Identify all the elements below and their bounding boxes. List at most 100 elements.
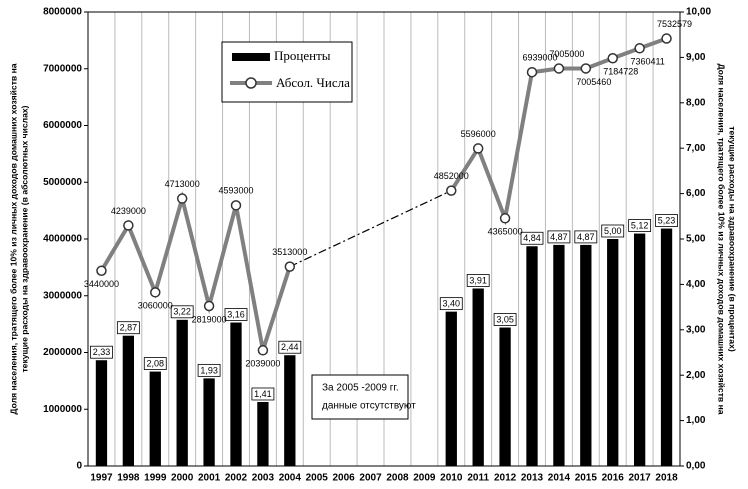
bar <box>660 228 673 466</box>
line-marker <box>553 63 565 74</box>
value-label: 3060000 <box>138 301 173 311</box>
bar <box>526 246 538 466</box>
x-tick-label: 2004 <box>279 473 302 484</box>
line-marker <box>96 265 107 277</box>
y-tick-label: 7000000 <box>43 63 82 74</box>
line-marker <box>257 345 269 356</box>
value-label: 4,87 <box>550 232 568 242</box>
value-label-box <box>520 231 544 245</box>
y-tick-label: 8000000 <box>43 7 82 18</box>
value-label-box <box>90 345 113 359</box>
x-tick-label: 2009 <box>413 473 436 484</box>
x-tick-label: 2017 <box>629 473 652 484</box>
bar <box>176 319 188 466</box>
x-tick-label: 2002 <box>225 473 248 484</box>
value-label: 4593000 <box>218 186 253 196</box>
legend-swatch-bar <box>232 53 270 61</box>
value-label: 4365000 <box>488 227 523 237</box>
y2-tick-label: 7,00 <box>686 143 706 154</box>
value-label: 7532579 <box>657 19 692 29</box>
bar <box>499 327 511 466</box>
y2-axis-label: текущие расходы на здравоохранение (в пр… <box>728 126 738 352</box>
value-label: 5,12 <box>631 220 649 230</box>
y-tick-label: 5000000 <box>43 177 82 188</box>
y2-tick-label: 2,00 <box>686 370 706 381</box>
value-label-box <box>170 305 194 319</box>
value-label-box <box>493 313 517 326</box>
y2-tick-label: 5,00 <box>686 234 706 245</box>
bar <box>580 244 592 466</box>
value-label: 4,84 <box>523 233 541 243</box>
y2-tick-label: 6,00 <box>686 188 706 199</box>
bar <box>257 401 269 466</box>
x-tick-label: 2007 <box>359 473 382 484</box>
line-marker <box>499 213 511 224</box>
value-label: 1,93 <box>200 365 218 375</box>
value-label: 1,41 <box>254 389 272 399</box>
value-label: 4852000 <box>434 171 469 181</box>
value-label-box <box>197 363 221 377</box>
value-label-box <box>116 321 140 335</box>
value-label: 4713000 <box>165 179 200 189</box>
value-label-box <box>251 387 275 401</box>
value-label: 7005460 <box>576 77 611 87</box>
line-marker <box>123 220 134 231</box>
x-tick-label: 2013 <box>521 473 544 484</box>
line-marker <box>150 287 161 298</box>
value-label: 6939000 <box>522 53 557 63</box>
x-tick-label: 2016 <box>602 473 625 484</box>
y2-tick-label: 3,00 <box>686 324 706 335</box>
line-marker <box>230 200 242 211</box>
y-tick-label: 2000000 <box>43 347 82 358</box>
annotation: данные отсутствуют <box>322 401 416 412</box>
value-label-box <box>143 357 167 370</box>
bar <box>122 335 135 466</box>
value-label-box <box>574 230 598 244</box>
bar <box>149 371 161 466</box>
x-tick-label: 2012 <box>494 473 517 484</box>
x-tick-label: 2001 <box>198 473 221 484</box>
line-marker <box>661 33 672 44</box>
legend-label: Проценты <box>274 48 331 63</box>
y-tick-label: 4000000 <box>43 234 82 245</box>
line-marker <box>526 66 538 78</box>
value-label: 7184728 <box>603 67 638 77</box>
bar <box>95 360 108 466</box>
x-tick-label: 2003 <box>252 473 275 484</box>
value-label-box <box>601 224 625 238</box>
value-label: 3,40 <box>443 299 461 309</box>
line-marker <box>607 53 618 64</box>
value-label-box <box>547 230 571 244</box>
y2-tick-label: 1,00 <box>686 415 706 426</box>
value-label: 2,87 <box>120 323 138 333</box>
line-marker <box>634 43 645 54</box>
x-tick-label: 2018 <box>655 473 678 484</box>
line-marker <box>580 63 592 74</box>
value-label: 4239000 <box>111 206 146 216</box>
value-label: 2,44 <box>281 342 299 352</box>
x-tick-label: 1997 <box>90 473 113 484</box>
legend-label: Абсол. Числа <box>276 75 350 90</box>
y2-tick-label: 9,00 <box>686 52 706 63</box>
value-label: 5596000 <box>461 129 496 139</box>
y-tick-label: 3000000 <box>43 290 82 301</box>
value-label: 7005000 <box>549 49 584 59</box>
value-label-box <box>439 297 463 311</box>
value-label-box <box>278 340 302 354</box>
y2-tick-label: 0,00 <box>686 461 706 472</box>
x-tick-label: 1998 <box>117 473 140 484</box>
legend-box <box>221 41 353 103</box>
line-marker <box>472 143 484 154</box>
bar <box>472 288 484 466</box>
bar <box>230 322 242 466</box>
value-label: 3,05 <box>496 314 514 324</box>
y-tick-label: 1000000 <box>43 404 82 415</box>
y-tick-label: 0 <box>76 461 82 472</box>
x-tick-label: 2015 <box>575 473 598 484</box>
x-tick-label: 2011 <box>467 473 489 484</box>
value-label: 3,16 <box>227 309 245 319</box>
y-axis-label: текущие расходы на здравоохранение (в аб… <box>19 105 29 372</box>
value-label: 7360411 <box>630 57 664 67</box>
bar <box>633 233 646 466</box>
value-label-box <box>655 214 678 227</box>
